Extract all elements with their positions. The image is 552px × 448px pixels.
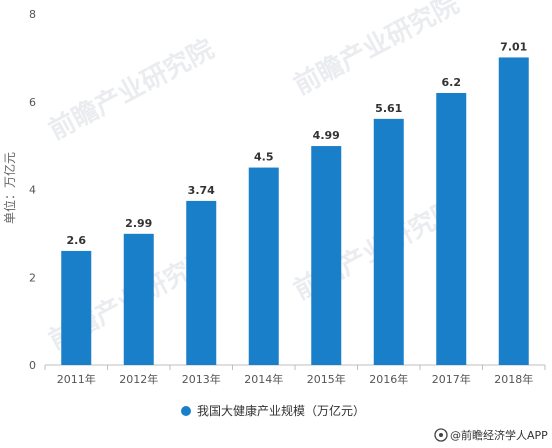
x-tick-label: 2014年 xyxy=(244,372,283,386)
data-label: 4.5 xyxy=(254,151,274,164)
y-tick-label: 0 xyxy=(29,359,36,372)
data-label: 4.99 xyxy=(313,129,340,142)
bar-2014年 xyxy=(248,167,279,365)
watermark-0: 前瞻产业研究院 xyxy=(44,33,219,146)
y-tick-label: 2 xyxy=(29,271,36,284)
brand-logo-dot xyxy=(439,433,443,437)
bar-2013年 xyxy=(186,200,217,365)
y-tick-labels: 0 2 4 6 8 xyxy=(29,8,36,372)
y-tick-label: 4 xyxy=(29,184,36,197)
x-tick-labels: 2011年 2012年 2013年 2014年 2015年 2016年 2017年 2018年 xyxy=(57,372,534,386)
legend-label: 我国大健康产业规模（万亿元） xyxy=(197,403,365,418)
brand-logo-icon xyxy=(434,428,448,442)
y-tick-label: 8 xyxy=(29,8,36,21)
data-labels: 2.6 2.99 3.74 4.5 4.99 5.61 6.2 7.01 xyxy=(67,40,528,246)
x-tick-label: 2012年 xyxy=(119,372,158,386)
bar-2011年 xyxy=(61,250,92,365)
legend-marker xyxy=(181,406,191,416)
bar-2012年 xyxy=(123,233,154,365)
footer-brand: @前瞻经济学人APP xyxy=(434,428,548,442)
y-tick-label: 6 xyxy=(29,96,36,109)
x-tick-label: 2018年 xyxy=(494,372,533,386)
x-tick-label: 2016年 xyxy=(369,372,408,386)
x-tick-label: 2015年 xyxy=(307,372,346,386)
bar-2017年 xyxy=(436,92,467,365)
data-label: 6.2 xyxy=(442,76,462,89)
data-label: 5.61 xyxy=(375,102,402,115)
footer-source: @前瞻经济学人APP xyxy=(450,428,548,442)
data-label: 2.99 xyxy=(125,217,152,230)
x-tick-label: 2017年 xyxy=(432,372,471,386)
data-label: 7.01 xyxy=(500,40,527,53)
watermark-1: 前瞻产业研究院 xyxy=(289,0,464,101)
bar-2018年 xyxy=(498,57,529,365)
y-axis-label: 单位：万亿元 xyxy=(2,152,17,224)
axes xyxy=(44,364,546,370)
bars xyxy=(61,57,529,365)
data-label: 3.74 xyxy=(188,184,215,197)
data-label: 2.6 xyxy=(67,234,87,247)
legend: 我国大健康产业规模（万亿元） xyxy=(181,403,365,418)
bar-2016年 xyxy=(373,118,404,365)
x-tick-label: 2013年 xyxy=(182,372,221,386)
x-tick-label: 2011年 xyxy=(57,372,96,386)
bar-2015年 xyxy=(311,146,342,365)
